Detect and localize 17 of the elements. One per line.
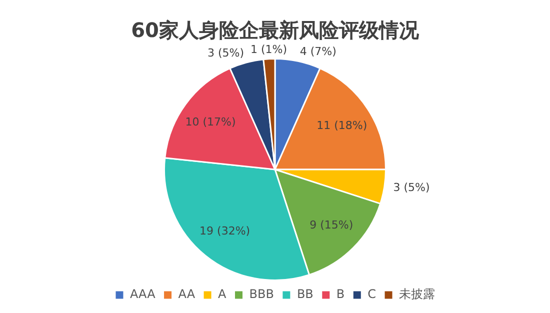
data-label: 1 (1%) <box>250 42 287 56</box>
data-label: 19 (32%) <box>200 224 250 238</box>
data-label: 3 (5%) <box>207 46 244 60</box>
legend-label: AAA <box>130 287 156 302</box>
data-label: 11 (18%) <box>316 118 368 132</box>
data-label: 3 (5%) <box>393 181 430 194</box>
legend-label: C <box>368 287 376 302</box>
legend-label: B <box>336 287 345 302</box>
legend-label: AA <box>178 287 196 302</box>
data-label: 9 (15%) <box>310 218 354 232</box>
legend-label: BB <box>296 287 314 302</box>
data-label: 10 (17%) <box>185 115 236 128</box>
legend-label: A <box>218 287 228 302</box>
data-label: 4 (7%) <box>300 45 336 58</box>
legend-label: 未披露 <box>399 287 436 302</box>
legend-label: BBB <box>249 287 274 302</box>
chart-title: 60家人身险企最新风险评级情况 <box>131 18 420 42</box>
